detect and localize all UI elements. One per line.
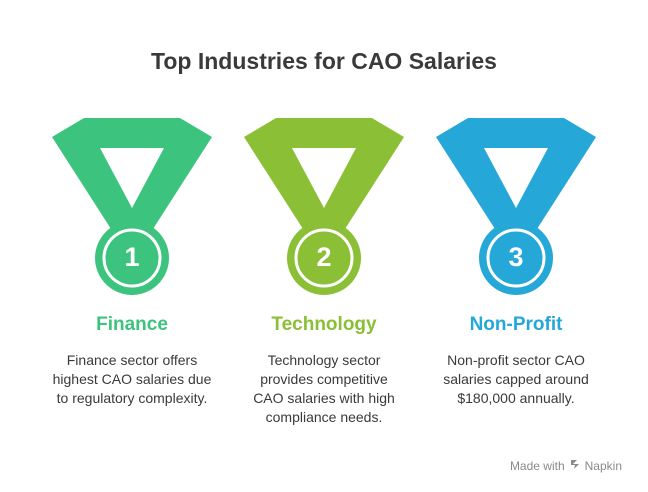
industry-description-technology: Technology sector provides competitive C… bbox=[253, 352, 395, 425]
medal-finance: 1 bbox=[42, 115, 222, 295]
rank-number: 1 bbox=[124, 242, 140, 272]
brand-label: Napkin bbox=[584, 459, 622, 473]
industry-heading-technology: Technology bbox=[271, 314, 377, 335]
made-with-label: Made with bbox=[509, 459, 565, 473]
rank-number: 2 bbox=[316, 242, 332, 272]
industry-heading-finance: Finance bbox=[96, 314, 168, 335]
medal-ribbon-icon bbox=[52, 118, 212, 295]
rank-number: 3 bbox=[508, 242, 524, 272]
medal-technology: 2 bbox=[234, 115, 414, 295]
medal-non-profit: 3 bbox=[426, 115, 606, 295]
page-title: Top Industries for CAO Salaries bbox=[151, 48, 497, 74]
industry-heading-non-profit: Non-Profit bbox=[469, 314, 563, 335]
medal-ribbon-icon bbox=[436, 118, 596, 295]
industry-description-non-profit: Non-profit sector CAO salaries capped ar… bbox=[443, 352, 589, 406]
napkin-logo-icon bbox=[570, 459, 582, 473]
industry-description-finance: Finance sector offers highest CAO salari… bbox=[52, 352, 212, 406]
footer-attribution: Made with Napkin bbox=[510, 459, 622, 473]
medal-ribbon-icon bbox=[244, 118, 404, 295]
